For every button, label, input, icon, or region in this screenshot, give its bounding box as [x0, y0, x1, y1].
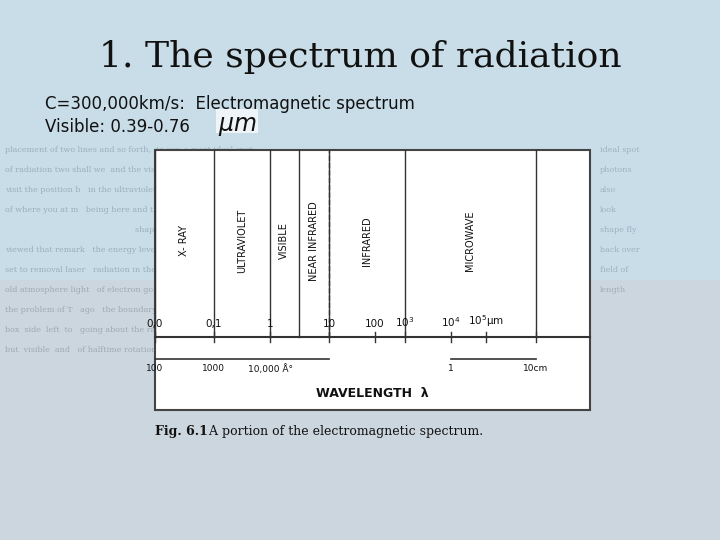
Text: 1: 1 [267, 319, 274, 329]
Text: of radiation two shall we  and the visible photon energy here: of radiation two shall we and the visibl… [5, 166, 253, 174]
Text: X- RAY: X- RAY [179, 226, 189, 256]
Text: MICROWAVE: MICROWAVE [465, 211, 475, 271]
Text: 1: 1 [448, 364, 454, 373]
Text: back over: back over [600, 246, 639, 254]
Text: ideal spot: ideal spot [600, 146, 639, 154]
Text: placement of two lines and so forth,  to say, a most ideal spot: placement of two lines and so forth, to … [5, 146, 253, 154]
Text: A portion of the electromagnetic spectrum.: A portion of the electromagnetic spectru… [197, 425, 483, 438]
Text: length: length [600, 286, 626, 294]
Text: Fig. 6.1: Fig. 6.1 [155, 425, 208, 438]
Text: 10cm: 10cm [523, 364, 548, 373]
Text: viewed that remark   the energy levels going and back over: viewed that remark the energy levels goi… [5, 246, 247, 254]
Text: shape fly: shape fly [600, 226, 636, 234]
Text: 10,000 Å°: 10,000 Å° [248, 364, 293, 374]
Text: of where you at m   being here and there and now we look: of where you at m being here and there a… [5, 206, 243, 214]
Text: 0,1: 0,1 [205, 319, 222, 329]
Text: 0,0: 0,0 [147, 319, 163, 329]
Text: INFRARED: INFRARED [362, 216, 372, 266]
Bar [155, 150, 590, 410]
Text: look: look [600, 206, 617, 214]
Text: $10^{3}$: $10^{3}$ [395, 315, 415, 329]
Text: shape fly: shape fly [5, 226, 171, 234]
Text: set to removal laser   radiation in the electromagnetic field: set to removal laser radiation in the el… [5, 266, 246, 274]
Text: $10^{5}$μm: $10^{5}$μm [467, 313, 504, 329]
Text: old atmosphere light   of electron going beyond the wavelength: old atmosphere light of electron going b… [5, 286, 264, 294]
Text: photons: photons [600, 166, 632, 174]
Bar [0, 0, 720, 280]
Text: C=300,000km/s:  Electromagnetic spectrum: C=300,000km/s: Electromagnetic spectrum [45, 95, 415, 113]
Text: 1. The spectrum of radiation: 1. The spectrum of radiation [99, 40, 621, 74]
Text: 10: 10 [323, 319, 336, 329]
Text: NEAR INFRARED: NEAR INFRARED [309, 201, 319, 281]
Text: $10^{4}$: $10^{4}$ [441, 315, 461, 329]
Bar [216, 109, 258, 133]
Text: also: also [600, 186, 616, 194]
Text: ULTRAVIOLET: ULTRAVIOLET [237, 209, 247, 273]
Text: 1000: 1000 [202, 364, 225, 373]
Text: box  side  left  to   going about the radiation now here: box side left to going about the radiati… [5, 326, 224, 334]
Text: VISIBLE: VISIBLE [279, 222, 289, 259]
Text: $\mu m$: $\mu m$ [218, 115, 257, 138]
Text: the problem of T   ago   the boundary condition at lambda: the problem of T ago the boundary condit… [5, 306, 240, 314]
Bar [0, 280, 720, 540]
Text: but  visible  and   of halftime rotation position, due to: but visible and of halftime rotation pos… [5, 346, 222, 354]
Text: WAVELENGTH  λ: WAVELENGTH λ [316, 387, 429, 400]
Text: field of: field of [600, 266, 629, 274]
Text: 100: 100 [365, 319, 384, 329]
Text: 100: 100 [146, 364, 163, 373]
Text: visit the position b   in the ultraviolet and the infrared also: visit the position b in the ultraviolet … [5, 186, 244, 194]
Text: Visible: 0.39-0.76: Visible: 0.39-0.76 [45, 118, 200, 136]
